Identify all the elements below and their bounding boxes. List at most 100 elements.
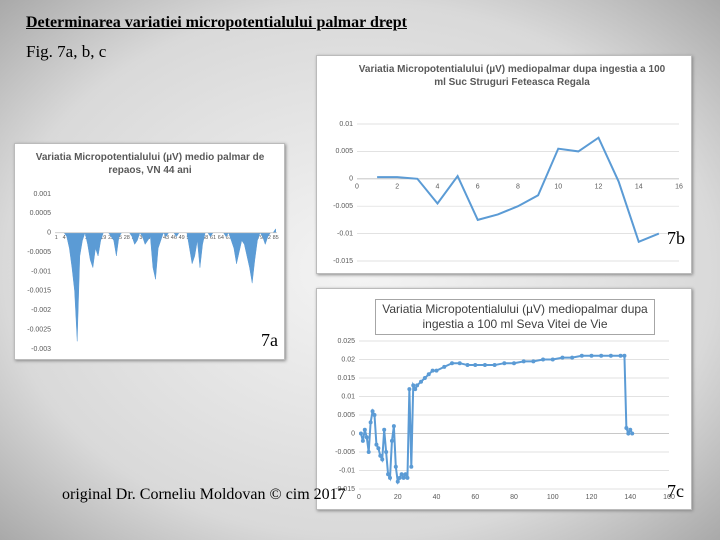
data-point (395, 479, 400, 484)
x-tick-label: 20 (394, 494, 402, 501)
data-point (579, 353, 584, 358)
data-point (422, 376, 427, 380)
data-point (368, 420, 373, 425)
panel-label: 7c (667, 481, 684, 501)
data-point (628, 427, 633, 432)
x-tick-label: 14 (635, 184, 643, 191)
data-point (521, 359, 526, 364)
x-tick-label: 82 (265, 235, 271, 241)
data-point (473, 363, 478, 368)
x-tick-label: 28 (124, 235, 130, 241)
x-tick-label: 46 (171, 235, 177, 241)
x-tick-label: 60 (471, 494, 479, 501)
data-point (386, 472, 391, 477)
data-point (376, 446, 381, 451)
data-point (413, 387, 418, 392)
chart: 0.025 0.02 0.015 0.01 0.005 0 -0.005 -0.01 -0.01… (335, 338, 675, 501)
chart-panel: 0.01 0.005 0 -0.005 -0.01 -0.015 0 2 4 6 8 10 12 14 16… (316, 55, 692, 274)
data-point (512, 361, 516, 366)
x-tick-label: 140 (624, 494, 636, 501)
data-point (426, 372, 431, 377)
x-tick-label: 12 (595, 184, 603, 191)
y-tick-label: -0.01 (337, 230, 353, 237)
x-tick-label: 100 (547, 494, 559, 501)
data-point (502, 361, 507, 366)
footer: original Dr. Corneliu Moldovan © cim 201… (62, 486, 346, 503)
data-point (419, 379, 423, 384)
y-tick-label: -0.015 (335, 486, 355, 493)
x-tick-label: 58 (202, 235, 208, 241)
data-point (364, 435, 369, 440)
chart-panel: 0.001 0.0005 0 -0.0005 -0.001 -0.0015 -0.002 -0… (14, 143, 285, 360)
data-point (457, 361, 462, 366)
data-point (388, 475, 392, 480)
data-point (374, 442, 379, 447)
slide-title: Determinarea variatiei micropotentialulu… (26, 14, 407, 31)
x-tick-label: 49 (179, 235, 185, 241)
data-point (393, 464, 398, 469)
x-tick-label: 19 (100, 235, 106, 241)
y-tick-label: -0.005 (335, 449, 355, 456)
data-point (430, 368, 435, 373)
y-tick-label: -0.001 (31, 268, 51, 275)
data-point (550, 357, 555, 362)
x-tick-label: 34 (139, 235, 145, 241)
data-line (359, 354, 634, 485)
data-point (541, 357, 546, 362)
x-tick-label: 2 (395, 184, 399, 191)
x-tick-label: 1 (55, 235, 58, 241)
data-point (492, 363, 497, 368)
y-tick-label: 0.0005 (30, 210, 52, 217)
y-tick-label: 0 (47, 230, 51, 237)
y-tick-label: -0.01 (339, 467, 355, 474)
data-point (434, 368, 439, 373)
x-tick-label: 61 (210, 235, 216, 241)
panel-label: 7a (261, 330, 278, 350)
slide-subtitle: Fig. 7a, b, c (26, 42, 107, 61)
data-point (384, 450, 389, 454)
y-tick-label: -0.003 (31, 346, 51, 353)
x-tick-label: 120 (586, 494, 598, 501)
y-tick-label: 0.005 (335, 148, 353, 155)
y-tick-label: -0.005 (333, 203, 353, 210)
data-point (372, 413, 377, 417)
data-line (377, 136, 660, 244)
data-point (366, 450, 371, 454)
x-tick-label: 10 (554, 184, 562, 191)
data-point (378, 453, 383, 458)
chart: 0.01 0.005 0 -0.005 -0.01 -0.015 0 2 4 6 8 10 12 14 16 (333, 121, 683, 265)
area (56, 228, 276, 342)
y-tick-label: -0.015 (333, 258, 353, 265)
data-point (630, 431, 635, 436)
y-tick-label: 0 (351, 430, 355, 437)
chart-title: Variatia Micropotentialului (µV) medio p… (35, 152, 265, 176)
data-point (608, 353, 613, 358)
chart-title: Variatia Micropotentialului (µV) mediopa… (375, 299, 655, 335)
chart: 0.001 0.0005 0 -0.0005 -0.001 -0.0015 -0.002 -0… (27, 191, 279, 353)
x-tick-label: 22 (108, 235, 114, 241)
data-point (380, 457, 385, 462)
x-tick-label: 160 (663, 494, 675, 501)
x-tick-label: 6 (476, 184, 480, 191)
y-tick-label: -0.002 (31, 307, 51, 314)
data-point (482, 363, 487, 368)
data-point (570, 355, 575, 360)
data-point (405, 475, 410, 480)
data-point (409, 464, 414, 469)
data-point (362, 427, 367, 432)
data-point (358, 431, 363, 436)
data-point (399, 472, 404, 477)
x-tick-label: 4 (436, 184, 440, 191)
data-point (389, 438, 394, 443)
panel-label: 7b (667, 228, 685, 248)
chart-panel: 0.025 0.02 0.015 0.01 0.005 0 -0.005 -0.01 -0.01… (316, 288, 692, 510)
y-tick-label: -0.0015 (27, 288, 51, 295)
data-point (622, 353, 627, 358)
y-tick-label: 0.01 (339, 121, 353, 128)
data-point (531, 359, 536, 364)
y-tick-label: -0.0005 (27, 249, 51, 256)
data-point (618, 353, 623, 358)
data-point (360, 438, 365, 443)
y-tick-label: 0.02 (341, 356, 355, 363)
